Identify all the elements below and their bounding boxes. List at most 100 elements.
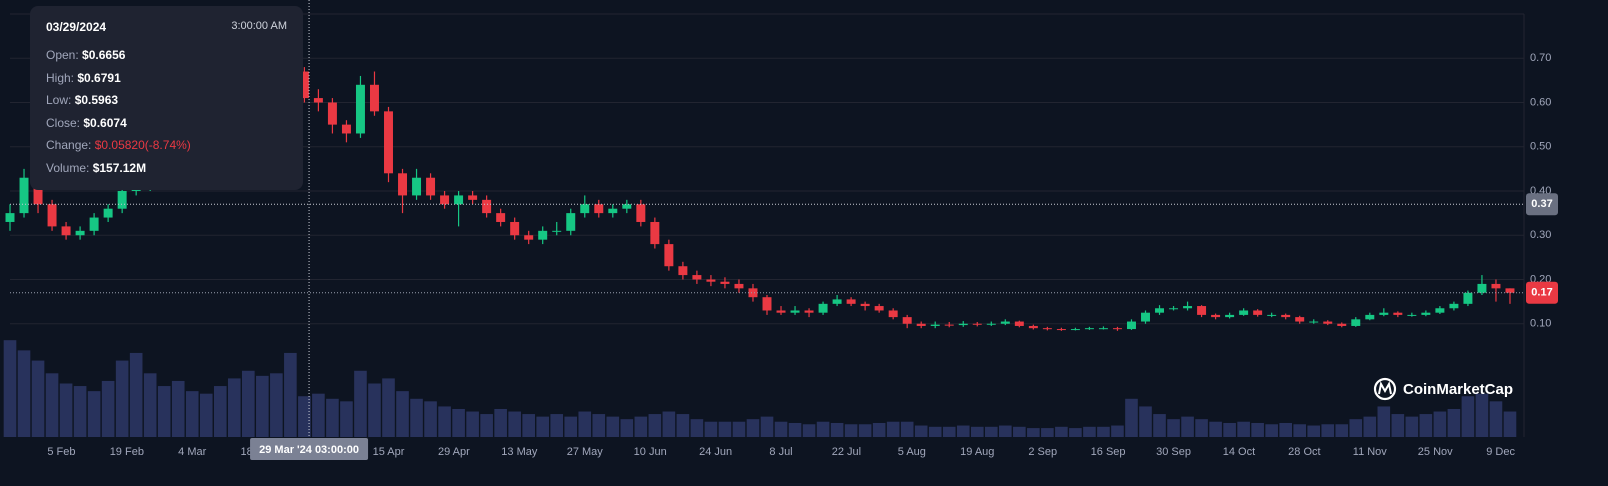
candle-body xyxy=(1183,306,1193,309)
volume-bar xyxy=(802,424,816,437)
volume-bar xyxy=(270,373,283,437)
volume-bar xyxy=(1377,406,1391,437)
candle-body xyxy=(790,310,800,313)
tooltip-value: $0.6791 xyxy=(77,70,121,85)
candle-body xyxy=(622,204,632,209)
volume-bar xyxy=(704,421,718,437)
candle-body xyxy=(1155,308,1165,313)
candle-body xyxy=(1267,314,1277,316)
candle-body xyxy=(1351,319,1361,326)
volume-bar xyxy=(185,391,199,437)
volume-bar xyxy=(1503,411,1517,437)
x-tick-label: 9 Dec xyxy=(1486,446,1515,458)
candle-body xyxy=(1197,306,1207,315)
candle-body xyxy=(1169,308,1179,310)
candle-body xyxy=(468,195,478,200)
x-tick-label: 19 Feb xyxy=(110,446,144,458)
volume-bar xyxy=(382,378,395,437)
volume-bar xyxy=(1125,398,1138,437)
volume-bar xyxy=(522,414,535,437)
candle-body xyxy=(482,199,492,214)
candle-body xyxy=(846,299,856,304)
candle-body xyxy=(47,204,57,227)
candle-body xyxy=(1337,323,1347,326)
candle-body xyxy=(1141,312,1150,322)
candle-body xyxy=(1000,321,1010,324)
volume-bar xyxy=(1265,424,1278,437)
candle-body xyxy=(664,244,674,267)
volume-bar xyxy=(1307,425,1321,437)
tooltip-label: High: xyxy=(46,70,75,85)
tooltip-row: Change: $0.05820(-8.74%) xyxy=(46,134,287,157)
volume-bar xyxy=(326,398,339,437)
last-price-label: 0.17 xyxy=(1531,287,1552,299)
y-tick-label: 0.30 xyxy=(1530,229,1551,241)
watermark-icon xyxy=(1373,377,1397,401)
candle-body xyxy=(958,323,968,326)
x-tick-label: 4 Mar xyxy=(178,446,206,458)
volume-bar xyxy=(298,396,311,437)
volume-bar xyxy=(1405,416,1419,437)
candle-body xyxy=(1477,283,1487,293)
candle-body xyxy=(538,230,548,240)
tooltip-value: $0.6656 xyxy=(82,48,126,62)
tooltip-label: Change: xyxy=(46,138,92,152)
volume-bar xyxy=(718,421,732,437)
volume-bar xyxy=(284,352,297,437)
volume-bar xyxy=(256,375,269,437)
volume-bar xyxy=(101,380,115,437)
volume-bar xyxy=(1475,393,1489,437)
volume-bar xyxy=(536,416,550,437)
volume-bar xyxy=(1363,416,1377,437)
volume-bar xyxy=(354,370,367,437)
volume-bar xyxy=(87,391,101,437)
volume-bar xyxy=(620,419,634,437)
x-tick-label: 27 May xyxy=(567,446,604,458)
x-tick-label: 25 Nov xyxy=(1418,446,1453,458)
volume-bar xyxy=(1419,414,1433,437)
volume-bar xyxy=(690,419,704,437)
y-tick-label: 0.60 xyxy=(1530,96,1551,108)
candle-body xyxy=(384,111,393,174)
candle-body xyxy=(678,266,688,276)
candle-body xyxy=(33,177,43,205)
volume-bar xyxy=(606,416,620,437)
candle-body xyxy=(552,230,562,232)
candle-body xyxy=(566,213,576,231)
volume-bar xyxy=(242,370,255,437)
volume-bar xyxy=(1461,396,1475,437)
candle-body xyxy=(1379,312,1389,315)
volume-bar xyxy=(1111,425,1124,437)
volume-bar xyxy=(900,421,914,437)
candle-body xyxy=(440,195,450,205)
x-tick-label: 5 Aug xyxy=(898,446,926,458)
volume-bar xyxy=(928,426,942,437)
volume-bar xyxy=(115,360,129,437)
candle-body xyxy=(75,230,85,236)
volume-bar xyxy=(3,340,17,437)
candle-body xyxy=(89,217,99,231)
candle-body xyxy=(706,279,716,282)
x-tick-label: 14 Oct xyxy=(1223,446,1255,458)
candle-body xyxy=(916,323,926,326)
volume-bar xyxy=(73,386,87,437)
watermark-text: CoinMarketCap xyxy=(1403,381,1513,398)
volume-bar xyxy=(1181,416,1194,437)
volume-bar xyxy=(788,422,802,437)
candle-body xyxy=(426,177,436,196)
x-tick-label: 5 Feb xyxy=(47,446,75,458)
candle-body xyxy=(594,204,604,214)
tooltip-value: $157.12M xyxy=(92,160,147,175)
volume-bar xyxy=(830,422,844,437)
tooltip-label: Low: xyxy=(46,93,72,107)
candle-body xyxy=(103,208,113,218)
candle-body xyxy=(327,102,337,125)
volume-bar xyxy=(31,360,45,437)
volume-bar xyxy=(648,414,662,437)
candle-body xyxy=(117,191,127,209)
volume-bar xyxy=(129,352,143,437)
volume-bar xyxy=(312,393,325,437)
volume-bar xyxy=(550,414,564,437)
watermark-icon-mark xyxy=(1378,381,1392,395)
